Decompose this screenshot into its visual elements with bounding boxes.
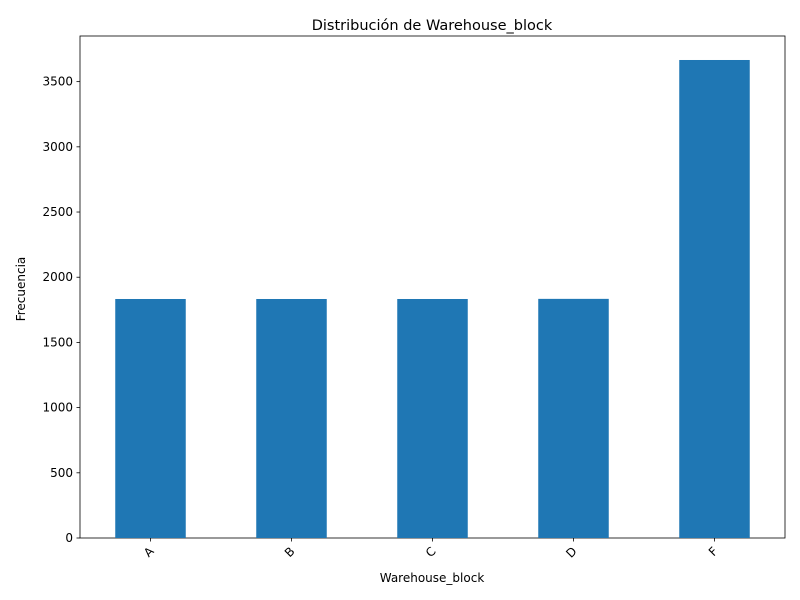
bar-f <box>679 59 750 538</box>
bar-b <box>256 298 327 538</box>
y-tick-label: 1500 <box>42 335 73 349</box>
y-axis: 0 500 1000 1500 2000 2500 3000 3500 <box>42 75 80 545</box>
bars <box>115 59 750 538</box>
y-tick-label: 3000 <box>42 140 73 154</box>
y-tick-label: 500 <box>50 466 73 480</box>
y-tick-label: 0 <box>65 531 73 545</box>
x-axis-label: Warehouse_block <box>380 571 485 585</box>
y-tick-label: 2500 <box>42 205 73 219</box>
bar-a <box>115 298 186 538</box>
y-tick-label: 1000 <box>42 401 73 415</box>
bar-c <box>397 298 468 538</box>
chart-title: Distribución de Warehouse_block <box>312 18 553 34</box>
bar-d <box>538 298 609 538</box>
y-axis-label: Frecuencia <box>14 257 28 322</box>
y-tick-label: 3500 <box>42 75 73 89</box>
y-tick-label: 2000 <box>42 270 73 284</box>
